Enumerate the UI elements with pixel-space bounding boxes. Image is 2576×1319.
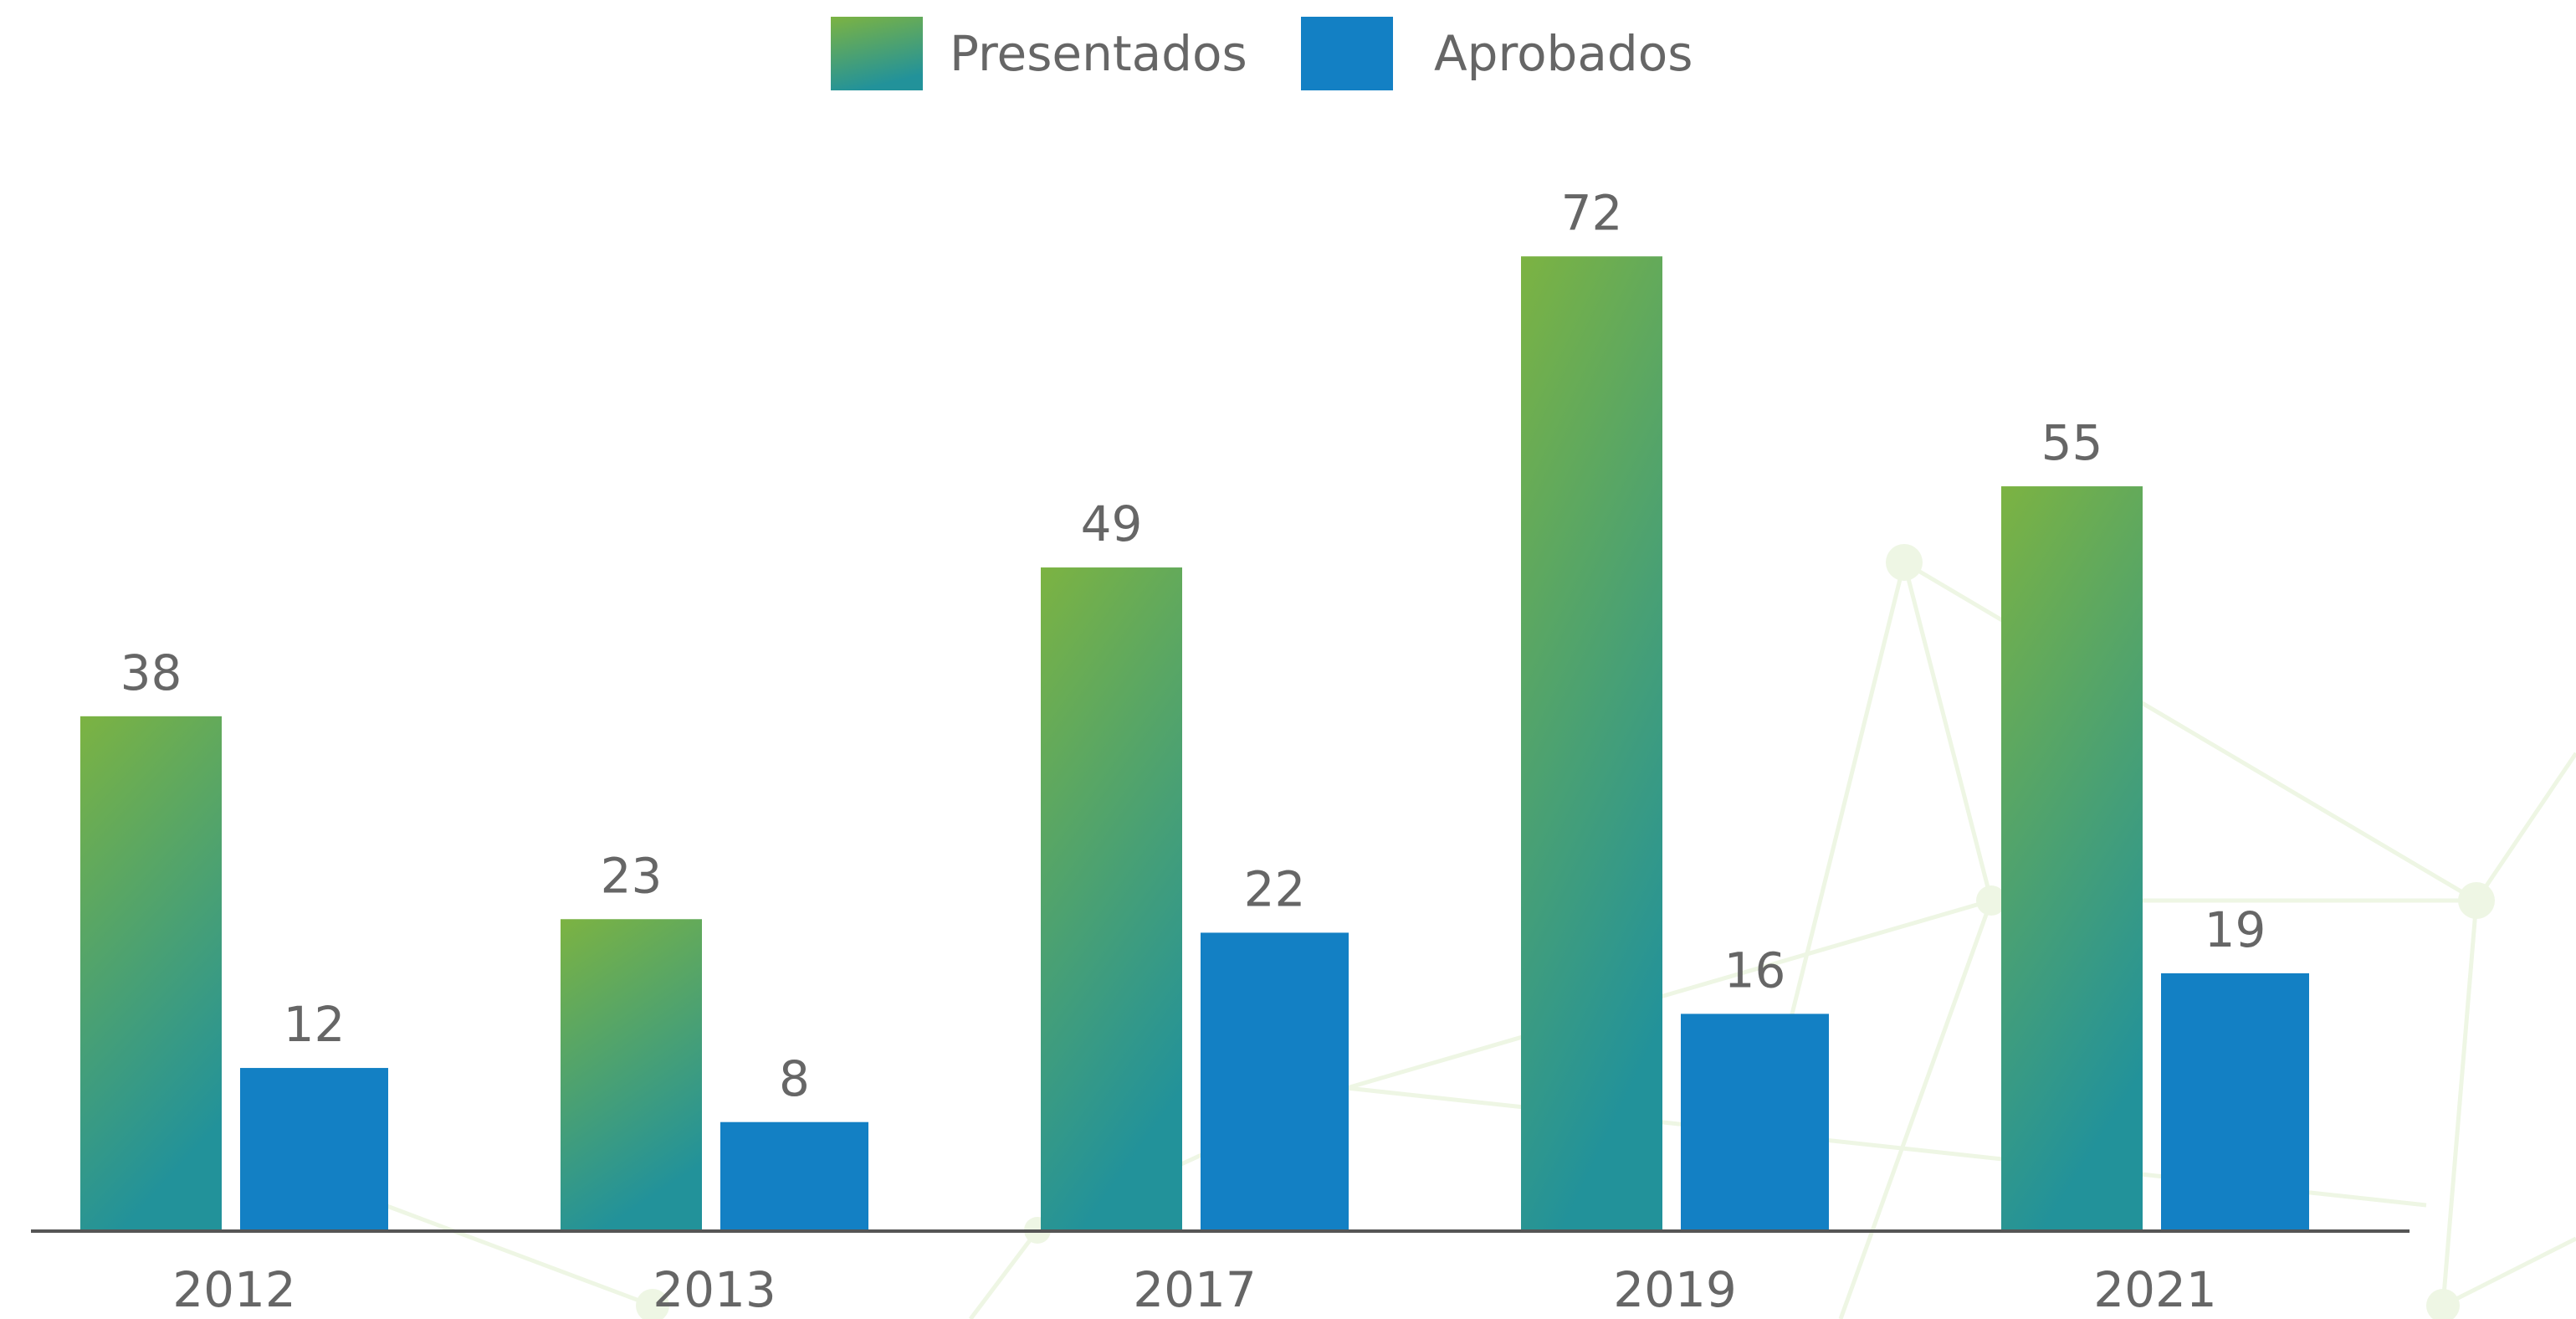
value-label: 22 xyxy=(1244,861,1306,918)
value-label: 38 xyxy=(120,644,182,701)
value-label: 72 xyxy=(1561,184,1623,241)
bar xyxy=(561,919,702,1230)
bar xyxy=(1521,256,1662,1230)
background-network xyxy=(384,544,2576,1319)
bar xyxy=(720,1121,868,1230)
bar xyxy=(1041,567,1182,1230)
x-tick-label: 2019 xyxy=(1613,1261,1737,1318)
bar xyxy=(2161,973,2309,1230)
legend-label: Presentados xyxy=(950,25,1247,82)
legend-label: Aprobados xyxy=(1434,25,1693,82)
x-tick-label: 2017 xyxy=(1133,1261,1257,1318)
bar xyxy=(2001,486,2143,1230)
plot-area: 38 12 2012 23 8 2013 49 22 2017 72 16 2019 55 19 2021 xyxy=(80,184,2309,1318)
legend-swatch xyxy=(831,17,923,90)
bar xyxy=(1201,932,1349,1230)
value-label: 8 xyxy=(779,1050,810,1107)
x-tick-label: 2013 xyxy=(653,1261,776,1318)
x-tick-label: 2021 xyxy=(2093,1261,2217,1318)
legend: Presentados Aprobados xyxy=(831,17,1693,90)
x-tick-label: 2012 xyxy=(172,1261,296,1318)
bar xyxy=(1681,1014,1829,1230)
value-label: 55 xyxy=(2041,414,2103,471)
value-label: 49 xyxy=(1081,495,1143,552)
value-label: 19 xyxy=(2205,901,2266,958)
bar xyxy=(80,716,222,1230)
value-label: 23 xyxy=(601,847,663,904)
legend-swatch xyxy=(1301,17,1393,90)
value-label: 16 xyxy=(1724,942,1786,999)
value-label: 12 xyxy=(284,996,346,1053)
bar xyxy=(240,1068,388,1230)
